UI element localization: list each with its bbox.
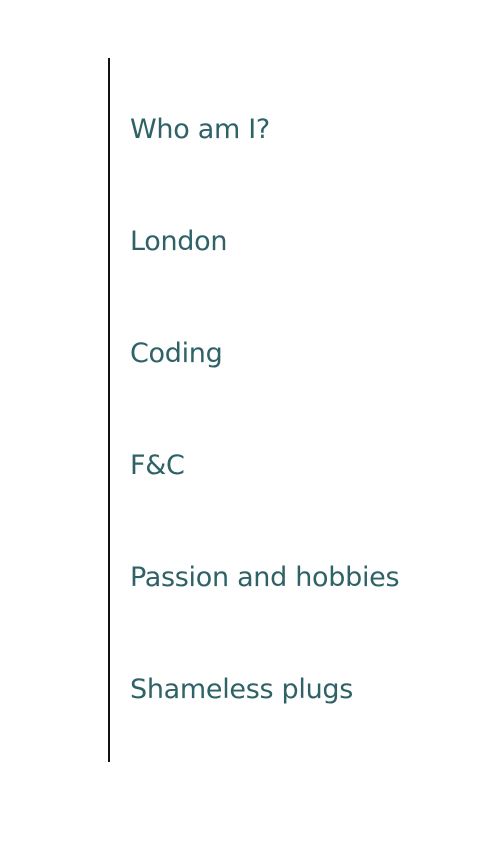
nav-item-who-am-i[interactable]: Who am I?	[130, 110, 270, 150]
nav-item-f-and-c[interactable]: F&C	[130, 446, 185, 486]
nav-link-shameless-plugs[interactable]: Shameless plugs	[130, 674, 353, 705]
nav-item-shameless-plugs[interactable]: Shameless plugs	[130, 670, 353, 710]
nav-link-who-am-i[interactable]: Who am I?	[130, 114, 270, 145]
nav-link-london[interactable]: London	[130, 226, 228, 257]
nav-link-coding[interactable]: Coding	[130, 338, 223, 369]
side-navigation: Who am I? London Coding F&C Passion and …	[108, 58, 448, 762]
nav-item-passion-and-hobbies[interactable]: Passion and hobbies	[130, 558, 400, 598]
nav-item-coding[interactable]: Coding	[130, 334, 223, 374]
nav-link-f-and-c[interactable]: F&C	[130, 450, 185, 481]
nav-link-passion-and-hobbies[interactable]: Passion and hobbies	[130, 562, 400, 593]
nav-item-london[interactable]: London	[130, 222, 227, 262]
